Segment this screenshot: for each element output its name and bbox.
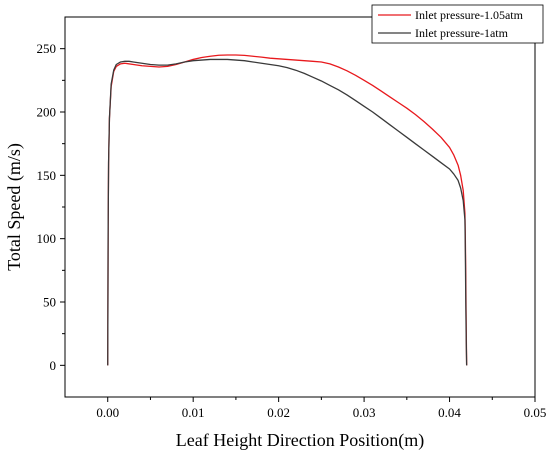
y-tick-label: 100 [37,231,57,246]
series-line-1 [107,54,468,366]
y-axis-title: Total Speed (m/s) [4,143,25,271]
x-tick-label: 0.04 [438,405,461,420]
x-tick-label: 0.03 [353,405,376,420]
legend-box [371,4,544,44]
y-tick-label: 0 [50,358,57,373]
x-tick-label: 0.01 [182,405,205,420]
x-tick-label: 0.00 [96,405,119,420]
x-tick-label: 0.02 [267,405,290,420]
legend-label-series-1: Inlet pressure-1.05atm [415,8,524,22]
y-tick-label: 250 [37,41,57,56]
series-layer [107,54,468,366]
legend: Inlet pressure-1.05atm Inlet pressure-1a… [371,4,544,44]
legend-label-series-2: Inlet pressure-1atm [415,26,509,40]
y-axis-ticks: 0 50 100 150 200 250 [37,41,65,373]
x-tick-label: 0.05 [524,405,547,420]
x-axis-ticks: 0.00 0.01 0.02 0.03 0.04 0.05 [96,397,546,420]
y-tick-label: 150 [37,168,57,183]
y-tick-label: 50 [43,295,56,310]
x-axis-title: Leaf Height Direction Position(m) [176,430,424,451]
y-tick-label: 200 [37,105,57,120]
series-line-2 [107,58,468,366]
